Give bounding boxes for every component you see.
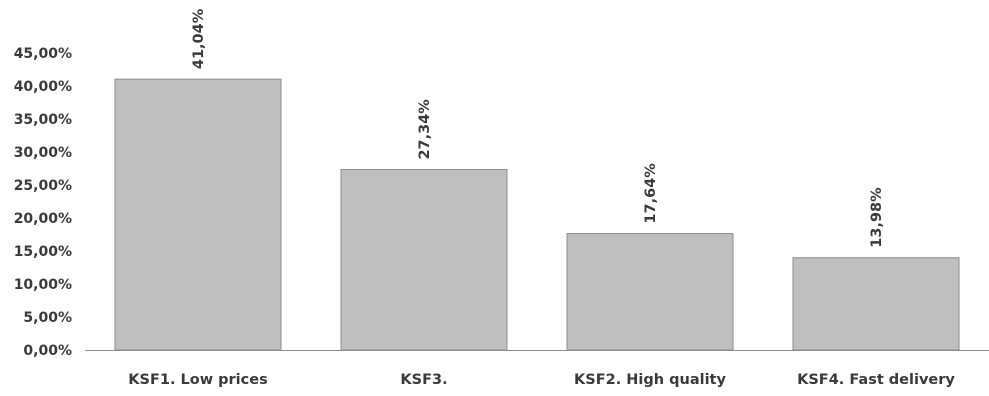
x-category-label: KSF2. High quality <box>574 372 726 388</box>
y-tick-label: 25,00% <box>14 178 72 194</box>
y-axis-ticks: 0,00% 5,00% 10,00% 15,00% 20,00% 25,00% 30,00%… <box>14 46 72 359</box>
data-label: 27,34% <box>417 99 433 160</box>
data-labels: 41,04% 27,34% 17,64% 13,98% <box>191 8 885 247</box>
data-label: 13,98% <box>869 187 885 248</box>
y-tick-label: 15,00% <box>14 244 72 260</box>
bar <box>792 257 960 351</box>
bars <box>114 78 960 351</box>
bar <box>114 78 282 351</box>
x-axis-labels: KSF1. Low prices KSF3. KSF2. High quality K… <box>128 372 955 388</box>
y-tick-label: 10,00% <box>14 277 72 293</box>
data-label: 17,64% <box>643 163 659 224</box>
y-tick-label: 40,00% <box>14 79 72 95</box>
y-tick-label: 35,00% <box>14 112 72 128</box>
bar <box>340 169 508 351</box>
y-tick-label: 30,00% <box>14 145 72 161</box>
y-tick-label: 20,00% <box>14 211 72 227</box>
x-category-label: KSF1. Low prices <box>128 372 267 388</box>
bar <box>566 233 734 351</box>
data-label: 41,04% <box>191 8 207 69</box>
x-category-label: KSF4. Fast delivery <box>797 372 955 388</box>
y-tick-label: 5,00% <box>23 310 72 326</box>
x-category-label: KSF3. <box>400 372 447 388</box>
y-tick-label: 45,00% <box>14 46 72 62</box>
y-tick-label: 0,00% <box>23 343 72 359</box>
